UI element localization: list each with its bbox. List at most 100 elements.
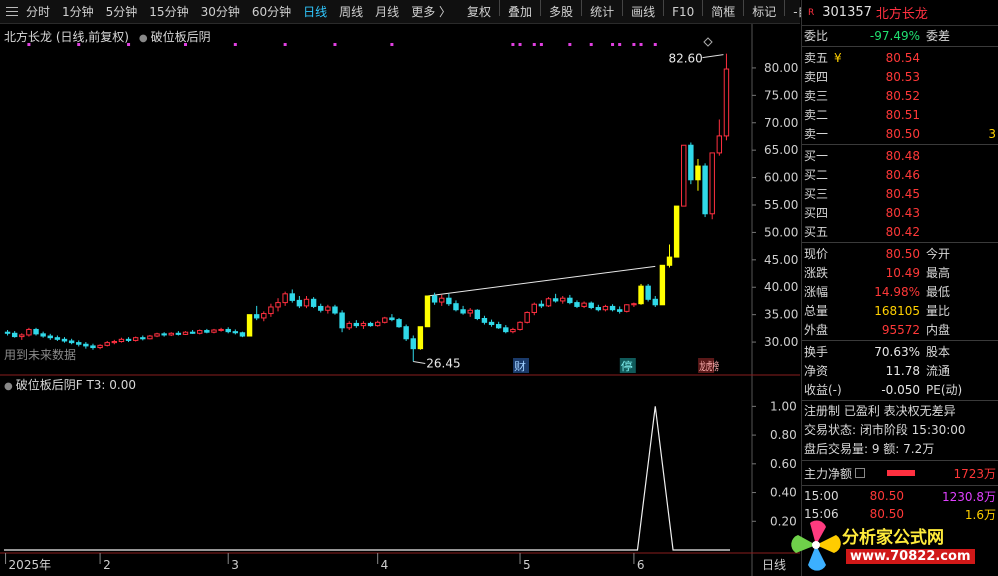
candle[interactable] [709,152,715,220]
candle[interactable] [702,163,708,218]
candle[interactable] [76,340,82,347]
candle[interactable] [4,330,11,336]
event-mark[interactable]: 财 [513,358,530,373]
candle[interactable] [453,300,459,312]
ask-row[interactable]: 卖三 80.52 [802,86,998,105]
candle[interactable] [567,294,573,305]
candle[interactable] [631,302,637,307]
candle[interactable] [147,334,153,340]
candle[interactable] [552,293,559,303]
candle[interactable] [261,311,267,322]
candle[interactable] [246,314,253,337]
candle[interactable] [602,304,609,312]
candle[interactable] [503,325,509,334]
candle[interactable] [33,327,39,336]
toolbar-action-button[interactable]: 多股 [549,4,574,19]
candle[interactable] [460,305,466,315]
candle[interactable] [168,332,174,337]
candle[interactable] [666,244,673,268]
candle[interactable] [218,327,224,332]
candle[interactable] [531,302,537,316]
candle[interactable] [40,331,46,338]
main-flow-row[interactable]: 主力净额 1723万 [802,462,998,484]
candle[interactable] [510,327,516,334]
period-tab[interactable]: 30分钟 [200,4,240,19]
period-tab[interactable]: 月线 [375,4,400,19]
period-tab[interactable]: 1分钟 [62,4,94,19]
candle[interactable] [659,264,666,306]
kline-chart-area[interactable]: 80.00 75.00 70.00 65.00 60.00 55.00 50.00 45.00… [0,24,800,576]
candle[interactable] [410,335,416,362]
candle[interactable] [488,319,495,327]
candle[interactable] [595,304,602,312]
candle[interactable] [367,321,374,327]
candle[interactable] [68,338,75,345]
period-tab[interactable]: 周线 [339,4,364,19]
bid-row[interactable]: 买五 80.42 [802,222,998,241]
candle[interactable] [538,300,545,309]
candle[interactable] [688,142,694,185]
candle[interactable] [90,343,96,350]
candle[interactable] [175,331,182,336]
period-tab[interactable]: 日线 [303,4,328,19]
candle[interactable] [439,294,445,306]
candle[interactable] [403,324,409,341]
candle[interactable] [588,301,594,310]
candle[interactable] [339,310,345,333]
ask-row[interactable]: 卖一 80.50 3 [802,124,998,143]
candle[interactable] [303,296,310,309]
candle[interactable] [481,315,488,325]
bid-row[interactable]: 买四 80.43 [802,203,998,222]
candle[interactable] [695,158,701,191]
candle[interactable] [118,337,125,343]
candle[interactable] [182,331,189,335]
candle[interactable] [609,304,616,312]
candle[interactable] [517,321,523,331]
candle[interactable] [296,296,303,309]
candle[interactable] [19,333,25,340]
candle[interactable] [360,321,367,329]
toolbar-action-button[interactable]: 统计 [590,4,615,19]
candle[interactable] [723,53,730,141]
candle[interactable] [154,332,160,338]
indicator-name[interactable]: 破位板后阴 [139,30,211,44]
toolbar-action-button[interactable]: 叠加 [508,4,533,19]
stock-name[interactable]: 北方长龙 [875,7,928,22]
candle[interactable] [574,300,580,309]
candle[interactable] [374,320,381,327]
candle[interactable] [389,314,395,322]
candle[interactable] [225,327,231,334]
candle[interactable] [239,331,246,338]
period-tab[interactable]: 更多 〉 [411,4,452,19]
candle[interactable] [638,283,644,305]
candle[interactable] [310,297,317,309]
candle[interactable] [474,309,481,321]
candle[interactable] [560,296,566,304]
kline-svg[interactable]: 80.00 75.00 70.00 65.00 60.00 55.00 50.00 45.00… [0,24,800,576]
candle[interactable] [681,144,687,207]
candle[interactable] [189,330,196,334]
candle[interactable] [111,339,118,345]
bid-row[interactable]: 买三 80.45 [802,184,998,203]
toolbar-action-button[interactable]: 标记 [752,4,777,19]
candle[interactable] [467,308,473,317]
candle[interactable] [97,344,103,350]
period-tab[interactable]: 5分钟 [105,4,138,19]
candle[interactable] [417,326,424,350]
candle[interactable] [211,328,217,334]
candle[interactable] [424,295,431,328]
diamond-icon[interactable] [703,37,713,47]
period-tab[interactable]: 15分钟 [149,4,189,19]
candle[interactable] [83,342,89,349]
candle[interactable] [431,292,438,305]
period-tab[interactable]: 60分钟 [251,4,292,19]
event-mark[interactable]: 龙虎榜 [698,358,719,373]
candle[interactable] [47,333,53,340]
candle[interactable] [616,306,623,314]
period-tab[interactable]: 分时 [26,4,51,19]
candle[interactable] [289,289,295,303]
ask-row[interactable]: 卖二 80.51 [802,105,998,124]
candle[interactable] [26,327,32,337]
ask-row[interactable]: 卖五 ¥80.54 [802,48,998,67]
menu-icon[interactable] [6,0,18,24]
